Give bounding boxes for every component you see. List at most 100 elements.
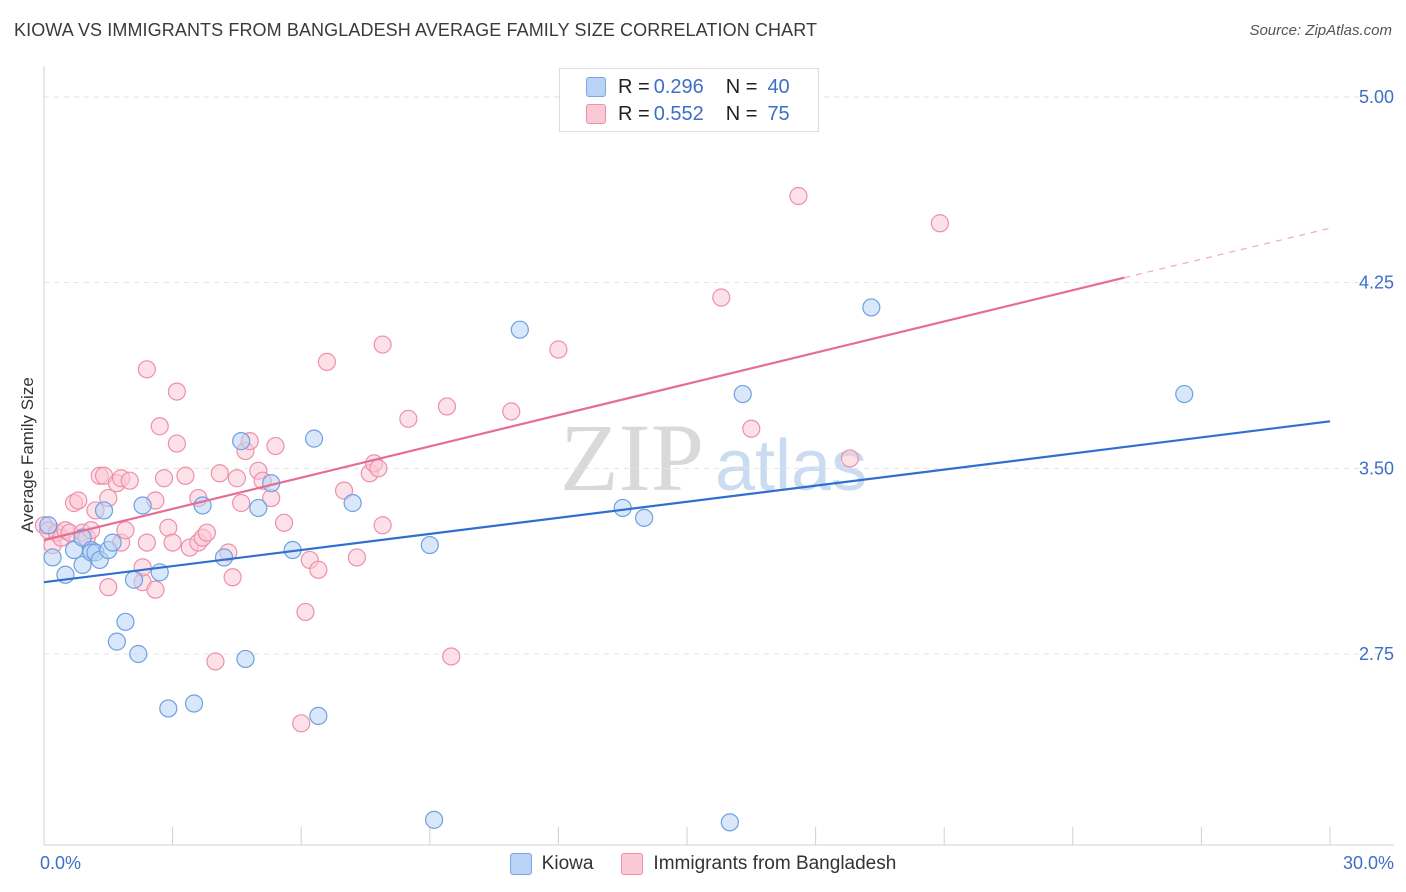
legend-row-bangladesh: R = 0.552 N = 75 bbox=[586, 102, 790, 126]
bangladesh-point bbox=[549, 340, 568, 359]
kiowa-point bbox=[635, 508, 654, 527]
legend-n-value: 75 bbox=[767, 102, 790, 125]
bangladesh-point bbox=[274, 513, 294, 532]
trend-lines bbox=[43, 227, 1331, 584]
bangladesh-point bbox=[167, 382, 186, 401]
bangladesh-point bbox=[167, 434, 186, 453]
gridlines bbox=[44, 96, 1394, 655]
series-legend-kiowa[interactable]: Kiowa bbox=[509, 853, 594, 875]
bangladesh-point bbox=[120, 471, 139, 490]
legend-r-value: 0.296 bbox=[653, 75, 704, 98]
bangladesh-point bbox=[789, 186, 808, 206]
bangladesh-point bbox=[373, 335, 392, 354]
bangladesh-point bbox=[334, 481, 354, 500]
bangladesh-point bbox=[292, 714, 311, 733]
legend-n-value: 40 bbox=[767, 75, 790, 98]
kiowa-point bbox=[103, 533, 122, 552]
bangladesh-point bbox=[163, 533, 182, 552]
bangladesh-point bbox=[99, 578, 118, 597]
kiowa-point bbox=[159, 699, 178, 718]
bangladesh-point bbox=[712, 288, 731, 307]
series-label-kiowa: Kiowa bbox=[541, 853, 594, 874]
bangladesh-point bbox=[742, 419, 761, 438]
y-tick-label: 5.00 bbox=[1359, 87, 1394, 107]
y-tick-label: 4.25 bbox=[1359, 273, 1394, 293]
bangladesh-point bbox=[437, 397, 457, 416]
series-swatch-bangladesh bbox=[621, 853, 644, 875]
bangladesh-point bbox=[176, 466, 195, 485]
kiowa-point bbox=[862, 298, 881, 317]
kiowa-point bbox=[184, 694, 204, 713]
series-swatch-kiowa bbox=[509, 853, 532, 875]
legend-n-label: N = bbox=[725, 102, 758, 125]
bangladesh-trend-extension bbox=[1124, 227, 1331, 279]
y-axis-label: Average Family Size bbox=[18, 377, 37, 533]
kiowa-point bbox=[424, 810, 444, 829]
watermark: ZIP atlas bbox=[560, 404, 867, 511]
kiowa-point bbox=[343, 493, 362, 513]
bangladesh-point bbox=[69, 491, 88, 510]
y-tick-label: 3.50 bbox=[1359, 458, 1394, 478]
kiowa-point bbox=[214, 548, 234, 567]
kiowa-point bbox=[73, 528, 92, 547]
kiowa-trend-line bbox=[43, 420, 1331, 584]
kiowa-point bbox=[232, 432, 251, 451]
bangladesh-point bbox=[317, 352, 337, 371]
bangladesh-point bbox=[227, 469, 246, 488]
bangladesh-point bbox=[137, 360, 156, 379]
bangladesh-point bbox=[116, 521, 135, 540]
kiowa-point bbox=[43, 548, 62, 567]
bangladesh-point bbox=[369, 459, 388, 478]
kiowa-point bbox=[116, 612, 135, 631]
bangladesh-point bbox=[266, 436, 285, 456]
bangladesh-point bbox=[150, 417, 169, 436]
watermark-zip: ZIP bbox=[560, 404, 704, 511]
x-tick-label: 0.0% bbox=[40, 853, 81, 873]
legend-row-kiowa: R = 0.296 N = 40 bbox=[586, 75, 790, 99]
axes bbox=[43, 66, 1394, 846]
kiowa-point bbox=[124, 570, 144, 589]
legend-r-label: R = bbox=[618, 75, 650, 98]
series-legend: Kiowa Immigrants from Bangladesh bbox=[0, 851, 1406, 877]
legend-r-label: R = bbox=[618, 102, 650, 125]
correlation-legend: R = 0.296 N = 40 R = 0.552 N = 75 bbox=[559, 68, 819, 132]
kiowa-point bbox=[73, 555, 92, 574]
bangladesh-point bbox=[206, 652, 225, 671]
data-points bbox=[34, 186, 1194, 832]
kiowa-point bbox=[720, 813, 739, 832]
kiowa-point bbox=[107, 632, 126, 651]
legend-swatch-bangladesh bbox=[586, 104, 606, 124]
bangladesh-trend-line bbox=[43, 276, 1125, 542]
chart-title: KIOWA VS IMMIGRANTS FROM BANGLADESH AVER… bbox=[14, 20, 818, 40]
kiowa-point bbox=[129, 644, 148, 664]
bangladesh-point bbox=[296, 602, 315, 622]
bangladesh-point bbox=[930, 214, 950, 233]
watermark-atlas: atlas bbox=[715, 426, 867, 506]
bangladesh-point bbox=[399, 409, 418, 428]
kiowa-point bbox=[39, 516, 58, 535]
bangladesh-point bbox=[442, 647, 461, 666]
kiowa-point bbox=[1175, 384, 1194, 404]
kiowa-point bbox=[236, 649, 255, 669]
bangladesh-point bbox=[210, 464, 229, 483]
bangladesh-point bbox=[223, 568, 242, 587]
y-tick-label: 2.75 bbox=[1359, 644, 1394, 664]
kiowa-point bbox=[249, 498, 268, 518]
x-tick-label: 30.0% bbox=[1343, 853, 1394, 873]
tick-labels: 2.75 3.50 4.25 5.00 0.0% 30.0% bbox=[40, 87, 1394, 873]
series-label-bangladesh: Immigrants from Bangladesh bbox=[653, 853, 897, 874]
kiowa-point bbox=[510, 320, 529, 339]
bangladesh-point bbox=[373, 516, 392, 535]
legend-swatch-kiowa bbox=[586, 77, 606, 97]
bangladesh-point bbox=[137, 533, 156, 552]
kiowa-point bbox=[94, 501, 114, 520]
kiowa-point bbox=[733, 384, 752, 404]
legend-n-label: N = bbox=[725, 75, 758, 98]
bangladesh-point bbox=[232, 493, 251, 513]
bangladesh-point bbox=[133, 558, 152, 577]
bangladesh-point bbox=[146, 580, 165, 599]
bangladesh-point bbox=[154, 469, 174, 488]
bangladesh-point bbox=[502, 402, 521, 421]
series-legend-bangladesh[interactable]: Immigrants from Bangladesh bbox=[621, 853, 896, 875]
